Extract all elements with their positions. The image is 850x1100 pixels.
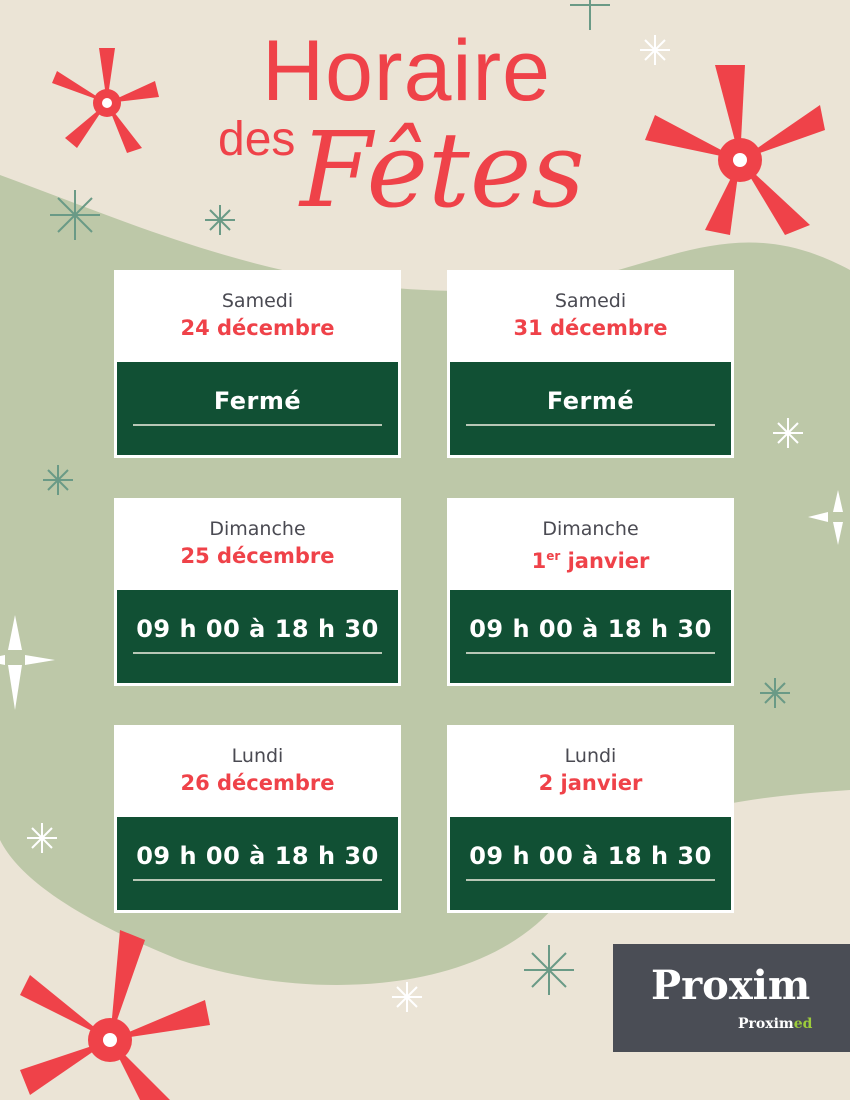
divider [133,424,382,426]
sparkle-icon [27,35,803,1012]
date-label: 1er janvier [450,541,731,576]
hours-label: 09 h 00 à 18 h 30 [136,842,379,870]
hours-label: Fermé [213,387,302,415]
poinsettia-icon [645,65,825,235]
divider [133,879,382,881]
snowflake-icon [0,490,843,710]
date-month: janvier [560,549,650,573]
date-label: 26 décembre [180,771,335,795]
date-label: 24 décembre [180,316,335,340]
divider [466,652,715,654]
title-horaire: Horaire [262,23,551,119]
divider [466,424,715,426]
poinsettia-icon [20,930,210,1100]
day-label: Dimanche [542,518,639,540]
schedule-card: Dimanche 1er janvier 09 h 00 à 18 h 30 [447,498,734,686]
logo-sub-b: ed [793,1016,813,1032]
date-label: 31 décembre [513,316,668,340]
day-label: Dimanche [209,518,306,540]
date-superscript: er [546,549,561,563]
date-label: 2 janvier [538,771,643,795]
title-des: des [218,113,296,166]
day-label: Samedi [554,290,627,312]
schedule-card: Lundi 26 décembre 09 h 00 à 18 h 30 [114,725,401,913]
schedule-card: Samedi 24 décembre Fermé [114,270,401,458]
hours-label: 09 h 00 à 18 h 30 [469,615,712,643]
date-label: 25 décembre [180,544,335,568]
hours-label: Fermé [546,387,635,415]
divider [133,652,382,654]
logo-sub-a: Proxim [738,1016,794,1032]
proxim-logo: Proxim Proximed [613,944,850,1052]
day-label: Samedi [221,290,294,312]
logo-sub-text: Proximed [738,1016,812,1032]
sparkle-icon [43,0,790,995]
divider [466,879,715,881]
day-label: Lundi [564,745,617,767]
title-fetes: Fêtes [300,109,585,231]
hours-label: 09 h 00 à 18 h 30 [469,842,712,870]
logo-main-text: Proxim [651,962,811,1009]
schedule-card: Lundi 2 janvier 09 h 00 à 18 h 30 [447,725,734,913]
hours-label: 09 h 00 à 18 h 30 [136,615,379,643]
schedule-card: Samedi 31 décembre Fermé [447,270,734,458]
schedule-card: Dimanche 25 décembre 09 h 00 à 18 h 30 [114,498,401,686]
poinsettia-icon [52,48,159,153]
date-number: 1 [531,549,547,573]
day-label: Lundi [231,745,284,767]
